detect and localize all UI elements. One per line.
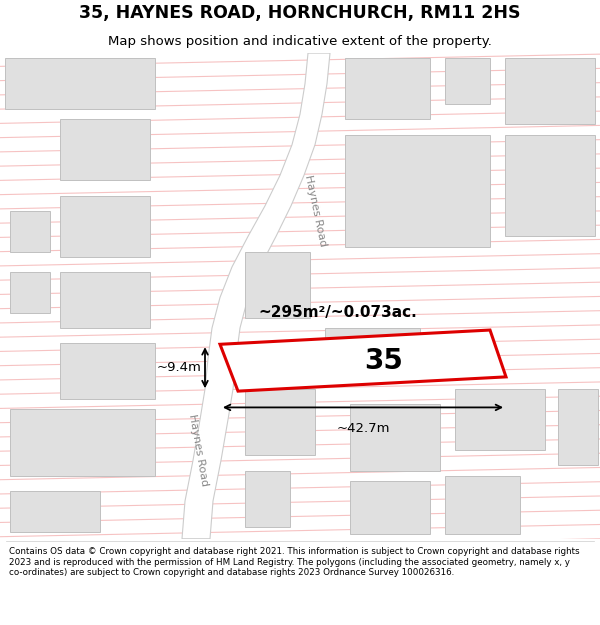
Polygon shape — [558, 389, 598, 466]
Text: Map shows position and indicative extent of the property.: Map shows position and indicative extent… — [108, 35, 492, 48]
Polygon shape — [10, 211, 50, 252]
Polygon shape — [445, 58, 490, 104]
Polygon shape — [345, 58, 430, 119]
Polygon shape — [10, 272, 50, 312]
Polygon shape — [445, 476, 520, 534]
Polygon shape — [182, 53, 330, 539]
Text: 35: 35 — [364, 347, 403, 374]
Polygon shape — [245, 471, 290, 526]
Polygon shape — [350, 481, 430, 534]
Polygon shape — [455, 389, 545, 450]
Text: ~295m²/~0.073ac.: ~295m²/~0.073ac. — [258, 305, 417, 320]
Polygon shape — [60, 196, 150, 257]
Text: Haynes Road: Haynes Road — [302, 174, 328, 248]
Polygon shape — [60, 119, 150, 181]
Polygon shape — [350, 404, 440, 471]
Text: ~42.7m: ~42.7m — [336, 422, 390, 434]
Polygon shape — [60, 343, 155, 399]
Polygon shape — [10, 491, 100, 532]
Polygon shape — [245, 389, 315, 455]
Polygon shape — [245, 252, 310, 318]
Polygon shape — [10, 409, 155, 476]
Text: Contains OS data © Crown copyright and database right 2021. This information is : Contains OS data © Crown copyright and d… — [9, 548, 580, 577]
Text: 35, HAYNES ROAD, HORNCHURCH, RM11 2HS: 35, HAYNES ROAD, HORNCHURCH, RM11 2HS — [79, 4, 521, 22]
Polygon shape — [505, 134, 595, 236]
Polygon shape — [325, 328, 420, 369]
Text: ~9.4m: ~9.4m — [156, 361, 201, 374]
Polygon shape — [60, 272, 150, 328]
Polygon shape — [345, 134, 490, 246]
Text: Haynes Road: Haynes Road — [187, 413, 209, 487]
Polygon shape — [505, 58, 595, 124]
Polygon shape — [5, 58, 155, 109]
Polygon shape — [220, 330, 506, 391]
